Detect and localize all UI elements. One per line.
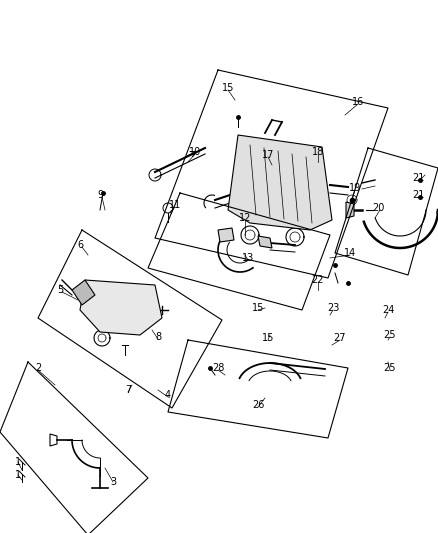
Text: 21: 21 (412, 190, 424, 200)
Text: 18: 18 (312, 147, 324, 157)
Polygon shape (72, 280, 95, 305)
Text: 6: 6 (77, 240, 83, 250)
Text: 19: 19 (349, 183, 361, 193)
Text: 5: 5 (57, 285, 63, 295)
Text: 25: 25 (384, 363, 396, 373)
Text: 28: 28 (212, 363, 224, 373)
Text: 17: 17 (262, 150, 274, 160)
Text: 4: 4 (165, 390, 171, 400)
Text: 3: 3 (110, 477, 116, 487)
Text: 25: 25 (384, 330, 396, 340)
Text: 16: 16 (352, 97, 364, 107)
Text: 8: 8 (155, 332, 161, 342)
Text: 24: 24 (382, 305, 394, 315)
Text: 7: 7 (125, 385, 131, 395)
Text: 27: 27 (334, 333, 346, 343)
Polygon shape (228, 135, 332, 230)
Text: 15: 15 (252, 303, 264, 313)
Text: 1: 1 (15, 457, 21, 467)
Text: 26: 26 (252, 400, 264, 410)
Text: 15: 15 (222, 83, 234, 93)
Polygon shape (80, 280, 162, 335)
Text: 12: 12 (239, 213, 251, 223)
Text: 1: 1 (15, 470, 21, 480)
Text: 13: 13 (242, 253, 254, 263)
Polygon shape (218, 228, 234, 242)
Text: 10: 10 (189, 147, 201, 157)
Polygon shape (258, 236, 272, 248)
Text: 21: 21 (412, 173, 424, 183)
Text: 9: 9 (97, 190, 103, 200)
Text: 14: 14 (344, 248, 356, 258)
Text: 15: 15 (262, 333, 274, 343)
Text: 2: 2 (35, 363, 41, 373)
Polygon shape (346, 202, 354, 218)
Text: 23: 23 (327, 303, 339, 313)
Text: 22: 22 (312, 275, 324, 285)
Text: 20: 20 (372, 203, 384, 213)
Text: 11: 11 (169, 200, 181, 210)
